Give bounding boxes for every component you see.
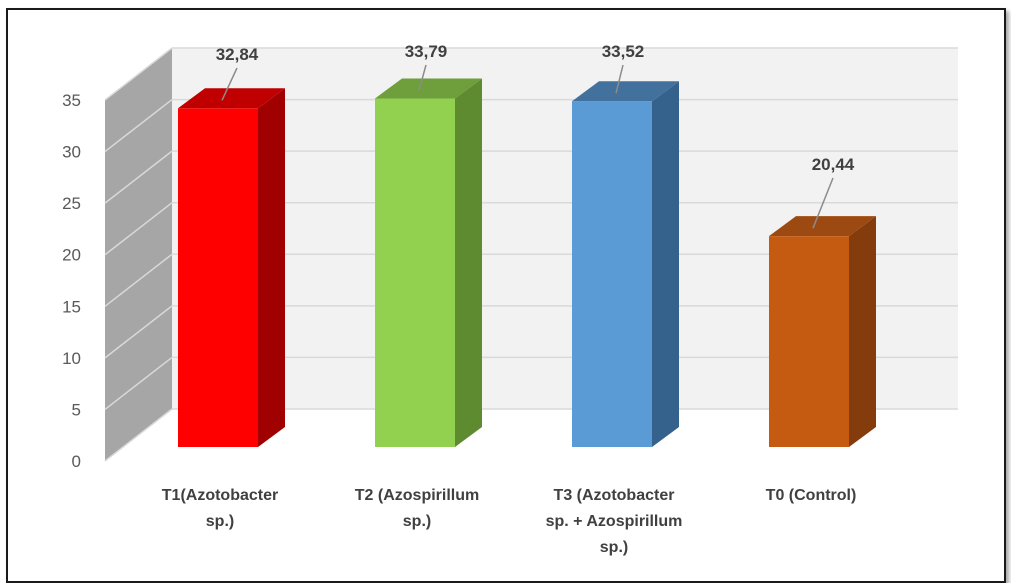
data-label: 33,52 (602, 42, 645, 61)
x-category-label: sp.) (600, 539, 628, 556)
bar-front (178, 108, 258, 447)
gridline-side (104, 356, 173, 411)
y-tick-label: 15 (62, 297, 81, 316)
bar-front (572, 101, 652, 448)
y-tick-label: 5 (72, 400, 81, 419)
data-label: 32,84 (216, 45, 259, 64)
data-label: 33,79 (405, 42, 448, 61)
bar-side (652, 81, 679, 448)
back-wall (172, 48, 958, 409)
gridline-side (104, 47, 173, 101)
floor (105, 409, 958, 461)
bar-top (178, 88, 285, 109)
bar-front (375, 98, 455, 447)
x-category-label: T3 (Azotobacter (554, 487, 675, 504)
y-tick-label: 20 (62, 246, 81, 265)
chart-walls (105, 48, 958, 461)
data-label-leader (615, 64, 624, 94)
bar-top (769, 216, 876, 237)
x-category-label: T0 (Control) (766, 487, 857, 504)
x-category-label: sp.) (206, 513, 234, 530)
y-tick-label: 0 (72, 452, 81, 471)
x-category-label: T1(Azotobacter (162, 487, 278, 504)
bar-side (455, 78, 482, 447)
data-label-leader (418, 64, 427, 91)
bar-side (258, 88, 285, 447)
bar-front (769, 236, 849, 447)
bar-top (375, 78, 482, 99)
bar-top (572, 81, 679, 102)
x-category-label: sp. + Azospirillum (546, 513, 683, 530)
side-wall (105, 48, 172, 461)
y-axis: 0 5 10 15 20 25 30 35 (62, 91, 81, 471)
x-category-label: sp.) (403, 513, 431, 530)
bars (178, 78, 876, 448)
x-axis-labels: T1(Azotobacter sp.) T2 (Azospirillum sp.) T3… (162, 487, 857, 556)
data-label-leader (812, 177, 834, 229)
data-label-leaders (221, 64, 834, 229)
gridline-side (104, 98, 173, 153)
bar-side (849, 216, 876, 447)
y-tick-label: 30 (62, 143, 81, 162)
gridline-side (104, 150, 173, 204)
data-label-leader (221, 67, 238, 101)
data-label: 20,44 (812, 155, 855, 174)
gridline-side (104, 408, 173, 462)
gridline-side (104, 305, 173, 359)
y-tick-label: 25 (62, 194, 81, 213)
x-category-label: T2 (Azospirillum (355, 487, 479, 504)
gridline-side (104, 253, 173, 307)
y-tick-label: 10 (62, 349, 81, 368)
y-tick-label: 35 (62, 91, 81, 110)
data-labels: 32,84 33,79 33,52 20,44 (216, 42, 855, 174)
gridline-side (104, 202, 173, 256)
